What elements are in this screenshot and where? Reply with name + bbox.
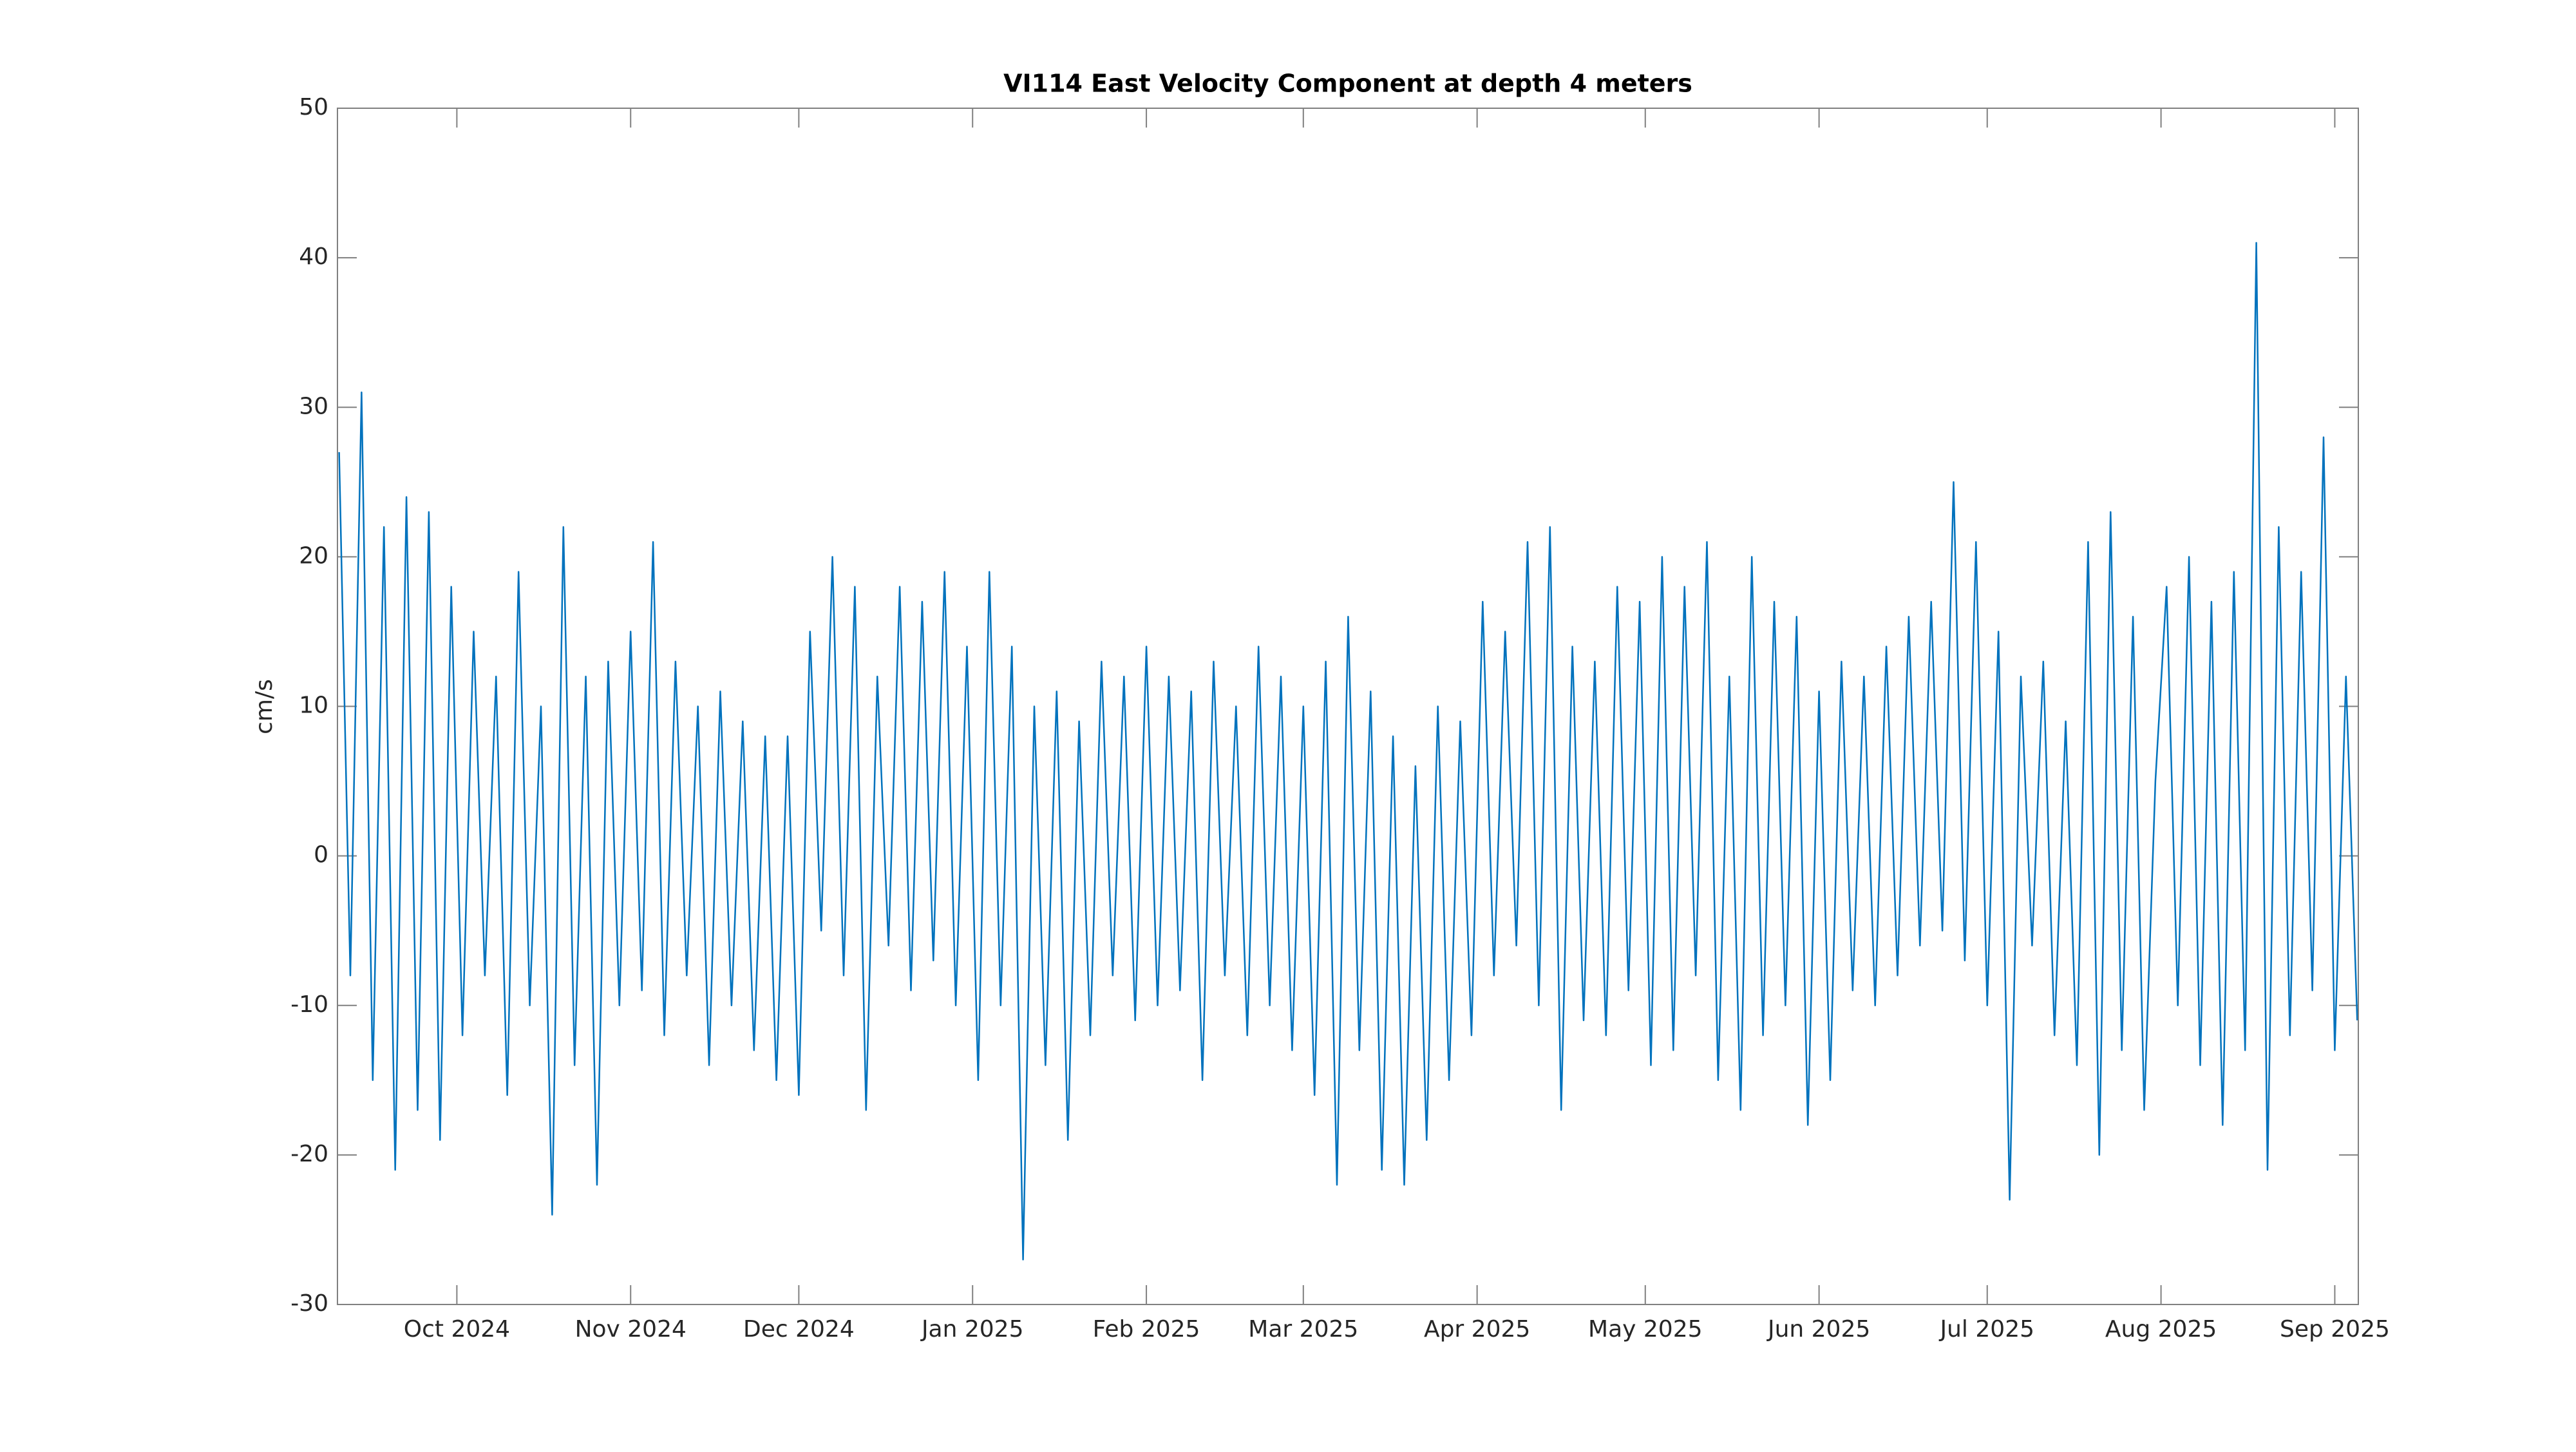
plot-area (337, 108, 2358, 1304)
y-tick-label: 40 (299, 244, 328, 270)
x-tick-label: Jun 2025 (1766, 1316, 1870, 1342)
data-line (338, 242, 2358, 1261)
y-tick-label: -20 (290, 1141, 328, 1167)
y-tick-label: -30 (290, 1290, 328, 1317)
x-tick-label: Apr 2025 (1424, 1316, 1530, 1342)
x-tick-label: Oct 2024 (404, 1316, 510, 1342)
x-tick-label: May 2025 (1588, 1316, 1703, 1342)
x-tick-label: Feb 2025 (1093, 1316, 1200, 1342)
x-tick-label: Dec 2024 (743, 1316, 855, 1342)
y-tick-label: 20 (299, 542, 328, 569)
x-tick-label: Aug 2025 (2105, 1316, 2217, 1342)
chart-title: VI114 East Velocity Component at depth 4… (1003, 70, 1692, 98)
y-axis-label: cm/s (251, 679, 278, 734)
x-tick-label: Jan 2025 (920, 1316, 1024, 1342)
x-tick-label: Nov 2024 (575, 1316, 687, 1342)
y-tick-label: -10 (290, 991, 328, 1018)
x-tick-label: Jul 2025 (1939, 1316, 2035, 1342)
y-tick-label: 50 (299, 94, 328, 120)
axes-box (337, 108, 2359, 1305)
y-tick-label: 10 (299, 693, 328, 719)
x-tick-label: Mar 2025 (1248, 1316, 1358, 1342)
y-tick-label: 30 (299, 393, 328, 419)
y-tick-label: 0 (314, 842, 328, 868)
x-tick-label: Sep 2025 (2280, 1316, 2390, 1342)
